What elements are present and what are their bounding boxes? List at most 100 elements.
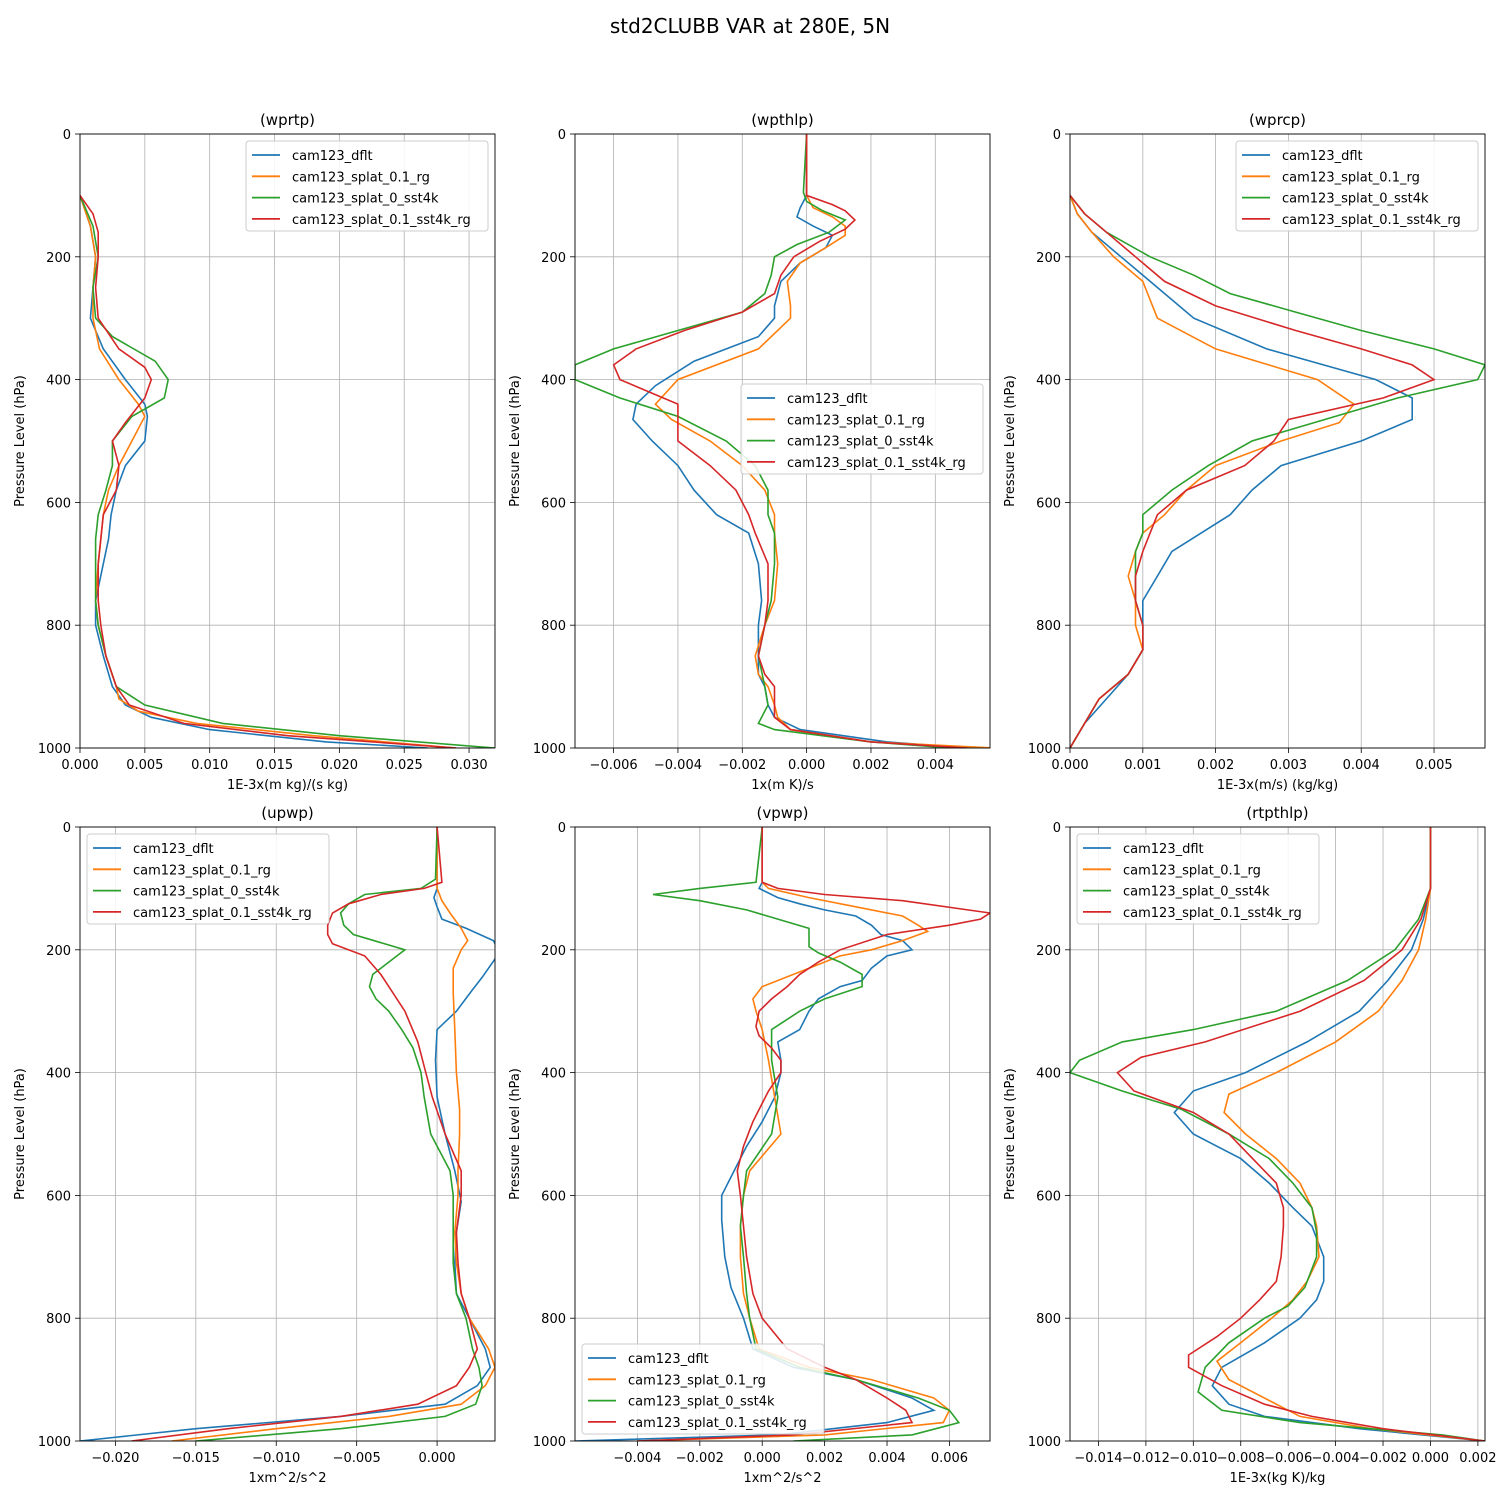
legend-label: cam123_splat_0_sst4k (1282, 192, 1429, 207)
legend-label: cam123_splat_0.1_rg (1282, 170, 1420, 185)
x-tick-label: −0.006 (590, 758, 638, 773)
x-tick-label: 0.004 (1343, 758, 1380, 773)
x-tick-label: 0.001 (1124, 758, 1161, 773)
legend-box (245, 140, 489, 232)
x-tick-label: −0.014 (1074, 1451, 1122, 1466)
axes-frame (79, 133, 496, 749)
y-tick-label: 0 (63, 128, 71, 143)
subplot-title: (wprcp) (1249, 111, 1306, 129)
y-tick-label: 200 (46, 251, 71, 266)
legend-label: cam123_splat_0.1_sst4k_rg (292, 213, 471, 228)
y-tick-label: 200 (1036, 944, 1061, 959)
y-axis-label: Pressure Level (hPa) (508, 1068, 523, 1200)
y-tick-label: 600 (46, 496, 71, 511)
legend-box (1235, 140, 1479, 232)
x-tick-label: −0.004 (1312, 1451, 1360, 1466)
y-tick-label: 800 (46, 1312, 71, 1327)
y-tick-label: 200 (541, 251, 566, 266)
series-line-cam123_dflt (80, 195, 428, 748)
x-tick-label: 0.004 (917, 758, 954, 773)
legend-label: cam123_splat_0.1_rg (1123, 863, 1261, 878)
subplot-1: 0.000 0.005 0.010 0.015 0.020 0.025 0.030 0 200 4… (13, 111, 496, 793)
subplot-title: (upwp) (261, 804, 314, 822)
x-tick-label: −0.002 (718, 758, 766, 773)
x-tick-label: −0.012 (1122, 1451, 1170, 1466)
y-tick-label: 200 (1036, 251, 1061, 266)
legend-box (86, 833, 330, 925)
subplot-5: −0.004 −0.002 0.000 0.002 0.004 0.006 0 200 400 6… (508, 804, 991, 1486)
x-tick-label: 0.003 (1270, 758, 1307, 773)
series-line-cam123_splat_0_sst4k (195, 827, 483, 1441)
legend-label: cam123_dflt (292, 149, 373, 164)
x-tick-label: 0.000 (418, 1451, 455, 1466)
legend-box (1076, 833, 1320, 925)
legend-label: cam123_splat_0_sst4k (1123, 885, 1270, 900)
figure-title: std2CLUBB VAR at 280E, 5N (609, 14, 891, 38)
legend-label: cam123_splat_0_sst4k (292, 192, 439, 207)
legend-label: cam123_splat_0.1_rg (628, 1373, 766, 1388)
x-tick-label: 0.000 (61, 758, 98, 773)
x-tick-label: −0.004 (613, 1451, 661, 1466)
x-tick-label: 0.030 (450, 758, 487, 773)
legend: cam123_dflt cam123_splat_0.1_rg cam123_spl… (245, 140, 489, 232)
y-tick-label: 600 (541, 496, 566, 511)
x-axis-label: 1xm^2/s^2 (248, 1471, 326, 1486)
legend-label: cam123_splat_0.1_sst4k_rg (133, 906, 312, 921)
subplot-title: (vpwp) (757, 804, 809, 822)
x-tick-label: 0.025 (386, 758, 423, 773)
series-line-cam123_splat_0.1_rg (654, 134, 990, 748)
x-tick-label: −0.002 (676, 1451, 724, 1466)
series-line-cam123_dflt (1173, 827, 1485, 1441)
x-tick-label: −0.015 (172, 1451, 220, 1466)
y-tick-label: 0 (63, 821, 71, 836)
x-tick-label: 0.002 (852, 758, 889, 773)
y-tick-label: 0 (1053, 128, 1061, 143)
x-tick-label: −0.002 (1359, 1451, 1407, 1466)
y-tick-label: 400 (46, 374, 71, 389)
x-tick-label: 0.000 (744, 1451, 781, 1466)
legend-label: cam123_splat_0_sst4k (628, 1395, 775, 1410)
x-tick-label: 0.002 (806, 1451, 843, 1466)
x-tick-label: 0.000 (1051, 758, 1088, 773)
subplot-3: 0.000 0.001 0.002 0.003 0.004 0.005 0 200 400 600… (1003, 111, 1486, 793)
x-tick-label: 0.006 (931, 1451, 968, 1466)
x-tick-label: −0.008 (1217, 1451, 1265, 1466)
legend: cam123_dflt cam123_splat_0.1_rg cam123_spl… (86, 833, 330, 925)
y-axis-label: Pressure Level (hPa) (1003, 375, 1018, 507)
y-tick-label: 400 (46, 1067, 71, 1082)
series-line-cam123_splat_0_sst4k (1070, 827, 1485, 1441)
y-tick-label: 600 (541, 1189, 566, 1204)
series-line-cam123_splat_0.1_sst4k_rg (131, 827, 479, 1441)
subplot-4: −0.020 −0.015 −0.010 −0.005 0.000 0 200 400 600 8… (13, 804, 496, 1486)
y-tick-label: 600 (46, 1189, 71, 1204)
subplot-title: (wprtp) (260, 111, 315, 129)
x-tick-label: 0.002 (1197, 758, 1234, 773)
series-line-cam123_splat_0.1_rg (637, 827, 951, 1441)
x-axis-label: 1E-3x(m/s) (kg/kg) (1217, 778, 1338, 793)
x-axis-label: 1E-3x(m kg)/(s kg) (227, 778, 348, 793)
legend-box (740, 383, 984, 475)
legend-label: cam123_dflt (787, 392, 868, 407)
x-tick-label: −0.004 (654, 758, 702, 773)
x-axis-label: 1xm^2/s^2 (743, 1471, 821, 1486)
y-tick-label: 0 (558, 128, 566, 143)
legend: cam123_dflt cam123_splat_0.1_rg cam123_spl… (1235, 140, 1479, 232)
y-tick-label: 1000 (38, 742, 71, 757)
y-tick-label: 600 (1036, 1189, 1061, 1204)
y-tick-label: 1000 (38, 1435, 71, 1450)
series-line-cam123_splat_0_sst4k (80, 195, 495, 748)
y-tick-label: 400 (1036, 1067, 1061, 1082)
series-line-cam123_splat_0.1_rg (1215, 827, 1485, 1441)
legend-label: cam123_splat_0.1_sst4k_rg (787, 456, 966, 471)
y-tick-label: 400 (541, 1067, 566, 1082)
series-line-cam123_splat_0.1_sst4k_rg (1070, 194, 1436, 748)
y-axis-label: Pressure Level (hPa) (508, 375, 523, 507)
subplot-title: (rtpthlp) (1246, 804, 1308, 822)
y-tick-label: 800 (46, 619, 71, 634)
y-tick-label: 800 (541, 619, 566, 634)
series-line-cam123_splat_0_sst4k (1070, 194, 1485, 748)
subplot-6: −0.014 −0.012 −0.010 −0.008 −0.006 −0.004 −0.0… (1003, 804, 1496, 1486)
x-axis-label: 1x(m K)/s (751, 778, 814, 793)
x-tick-label: 0.004 (868, 1451, 905, 1466)
